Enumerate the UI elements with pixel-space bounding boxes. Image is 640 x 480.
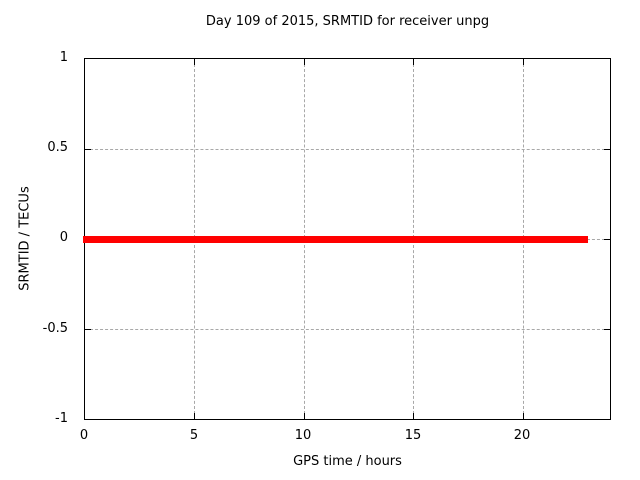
tick-right-y-0.5 (604, 149, 610, 150)
tick-top-x-15 (413, 59, 414, 65)
x-tick-label-15: 15 (404, 428, 422, 443)
y-tick-label--0.5: -0.5 (42, 321, 68, 336)
y-tick-label-0.5: 0.5 (47, 140, 68, 155)
tick-bottom-x-20 (523, 413, 524, 419)
tick-right-y-0 (604, 239, 610, 240)
x-axis-label: GPS time / hours (293, 454, 402, 469)
tick-left-y-0.5 (85, 149, 91, 150)
x-tick-label-0: 0 (79, 428, 89, 443)
tick-bottom-x-5 (194, 413, 195, 419)
plot-area (83, 58, 611, 420)
tick-left-y--0.5 (85, 329, 91, 330)
y-tick-label-0: 0 (59, 230, 68, 245)
tick-top-x-20 (523, 59, 524, 65)
tick-right-y--0.5 (604, 329, 610, 330)
tick-top-x-10 (304, 59, 305, 65)
tick-bottom-x-10 (304, 413, 305, 419)
tick-top-x-5 (194, 59, 195, 65)
series-line-srmtid (83, 236, 588, 243)
chart-title: Day 109 of 2015, SRMTID for receiver unp… (205, 14, 490, 29)
x-tick-label-20: 20 (513, 428, 531, 443)
gridline-y-0.5 (85, 149, 610, 150)
x-tick-label-5: 5 (189, 428, 199, 443)
x-tick-label-10: 10 (294, 428, 312, 443)
y-tick-label-1: 1 (59, 50, 68, 65)
gridline-y--0.5 (85, 329, 610, 330)
y-tick-label--1: -1 (55, 411, 68, 426)
tick-bottom-x-15 (413, 413, 414, 419)
